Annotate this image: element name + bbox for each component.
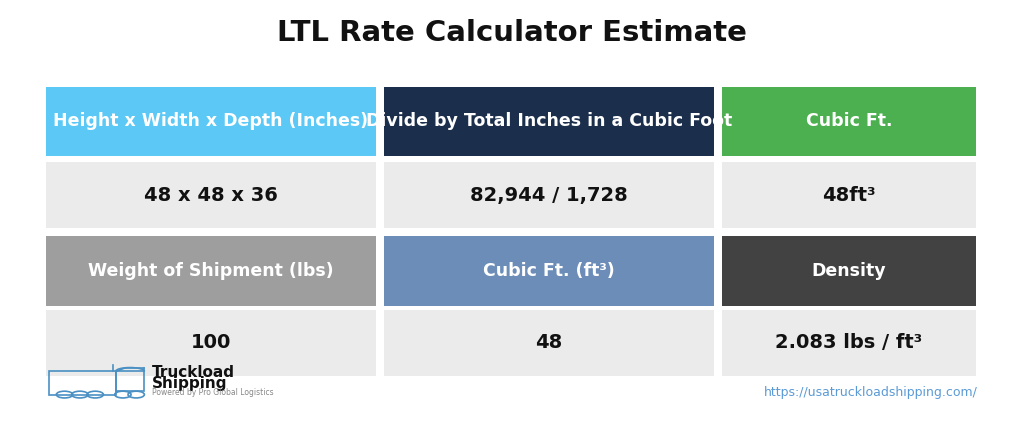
- Text: 48ft³: 48ft³: [822, 186, 876, 205]
- Bar: [49, 371, 116, 395]
- Text: 2.083 lbs / ft³: 2.083 lbs / ft³: [775, 333, 923, 352]
- Bar: [722, 236, 976, 306]
- Text: Weight of Shipment (lbs): Weight of Shipment (lbs): [88, 262, 334, 280]
- Bar: [46, 236, 376, 306]
- Text: 48: 48: [536, 333, 562, 352]
- Bar: [722, 162, 976, 228]
- Bar: [46, 162, 376, 228]
- Bar: [722, 310, 976, 376]
- Text: 100: 100: [190, 333, 231, 352]
- Text: Shipping: Shipping: [152, 376, 227, 392]
- Text: Density: Density: [812, 262, 886, 280]
- Text: 82,944 / 1,728: 82,944 / 1,728: [470, 186, 628, 205]
- Bar: [384, 310, 714, 376]
- Text: Cubic Ft. (ft³): Cubic Ft. (ft³): [483, 262, 614, 280]
- Text: Height x Width x Depth (Inches): Height x Width x Depth (Inches): [53, 112, 369, 130]
- Bar: [384, 162, 714, 228]
- Bar: [722, 87, 976, 156]
- Bar: [384, 87, 714, 156]
- Text: https://usatruckloadshipping.com/: https://usatruckloadshipping.com/: [764, 386, 978, 399]
- Bar: [46, 310, 376, 376]
- Bar: [116, 371, 144, 391]
- Text: LTL Rate Calculator Estimate: LTL Rate Calculator Estimate: [278, 19, 746, 47]
- Text: Divide by Total Inches in a Cubic Foot: Divide by Total Inches in a Cubic Foot: [366, 112, 732, 130]
- Text: Powered by Pro Global Logistics: Powered by Pro Global Logistics: [152, 388, 273, 397]
- Bar: [384, 236, 714, 306]
- Bar: [46, 87, 376, 156]
- Text: Cubic Ft.: Cubic Ft.: [806, 112, 892, 130]
- Text: Truckload: Truckload: [152, 365, 234, 380]
- Text: 48 x 48 x 36: 48 x 48 x 36: [144, 186, 278, 205]
